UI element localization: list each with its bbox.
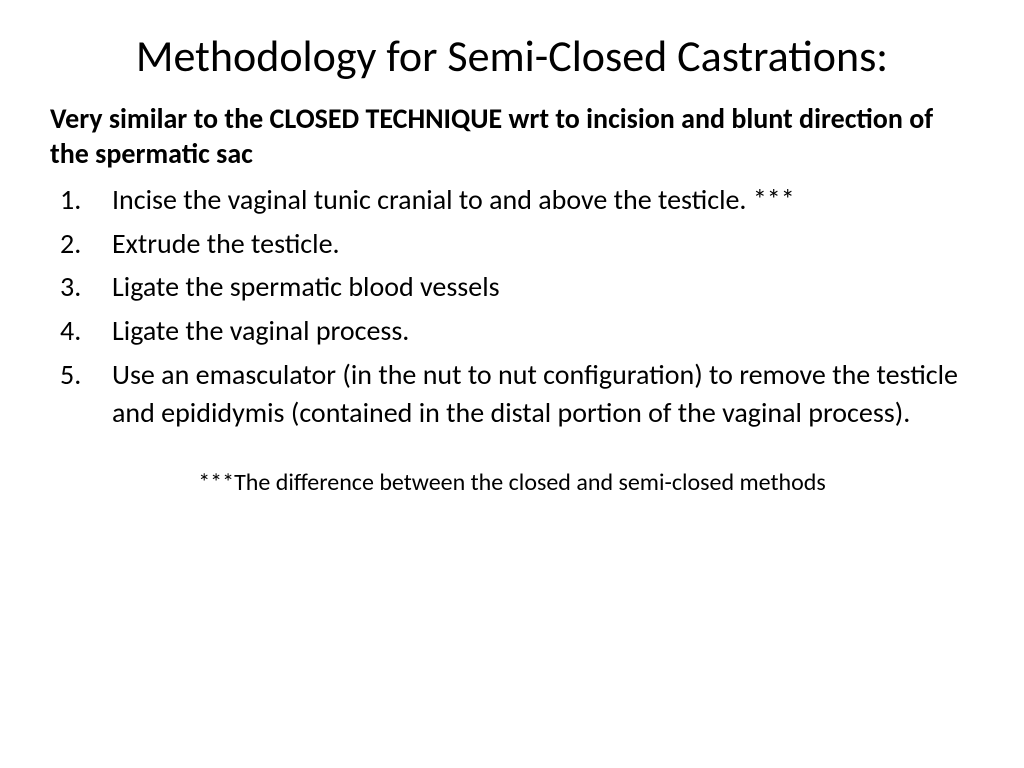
footnote-text: ***The difference between the closed and… bbox=[50, 468, 974, 497]
intro-text: Very similar to the CLOSED TECHNIQUE wrt… bbox=[50, 101, 974, 171]
slide-title: Methodology for Semi-Closed Castrations: bbox=[50, 30, 974, 83]
list-item: Incise the vaginal tunic cranial to and … bbox=[50, 181, 974, 219]
list-item: Use an emasculator (in the nut to nut co… bbox=[50, 356, 974, 432]
steps-list: Incise the vaginal tunic cranial to and … bbox=[50, 181, 974, 432]
list-item: Ligate the spermatic blood vessels bbox=[50, 268, 974, 306]
list-item: Extrude the testicle. bbox=[50, 225, 974, 263]
list-item: Ligate the vaginal process. bbox=[50, 312, 974, 350]
